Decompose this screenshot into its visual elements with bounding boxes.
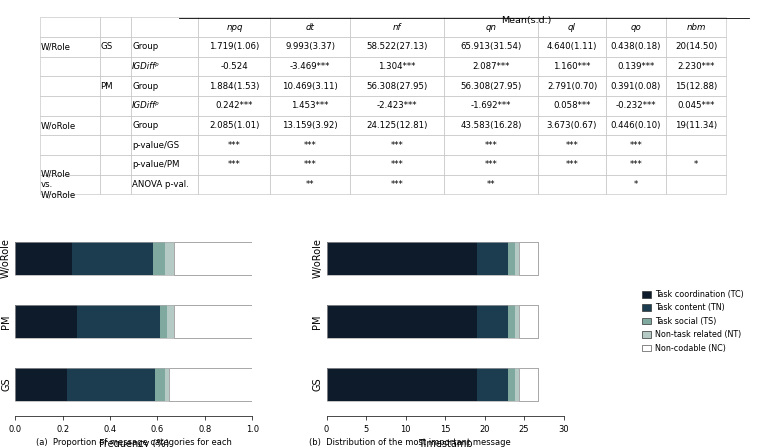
Bar xyxy=(326,242,476,275)
Bar xyxy=(519,242,538,275)
Bar xyxy=(515,368,519,401)
Bar xyxy=(15,368,252,401)
Bar xyxy=(72,242,152,275)
Bar xyxy=(326,242,538,275)
Bar xyxy=(152,242,165,275)
Bar xyxy=(509,305,515,338)
Bar xyxy=(326,368,538,401)
Bar xyxy=(15,368,67,401)
Bar xyxy=(326,305,538,338)
Bar xyxy=(476,305,509,338)
Bar xyxy=(165,242,174,275)
X-axis label: Timestamp: Timestamp xyxy=(417,439,473,447)
Bar xyxy=(15,242,72,275)
Bar xyxy=(515,305,519,338)
Text: (a)  Proportion of message categories for each: (a) Proportion of message categories for… xyxy=(36,438,232,447)
Bar xyxy=(519,368,538,401)
Bar xyxy=(174,242,252,275)
Bar xyxy=(509,368,515,401)
Bar xyxy=(476,368,509,401)
Bar xyxy=(167,305,174,338)
Bar xyxy=(174,305,252,338)
X-axis label: Frequency (%): Frequency (%) xyxy=(99,439,169,447)
Bar xyxy=(519,305,538,338)
Text: (b)  Distribution of the most important message: (b) Distribution of the most important m… xyxy=(309,438,511,447)
Bar xyxy=(15,305,252,338)
Bar xyxy=(160,305,167,338)
Bar xyxy=(165,368,169,401)
Bar xyxy=(15,242,252,275)
Bar xyxy=(169,368,252,401)
Text: Mean(s.d.): Mean(s.d.) xyxy=(501,17,552,25)
Bar xyxy=(515,242,519,275)
Bar xyxy=(67,368,155,401)
Legend: Task coordination (TC), Task content (TN), Task social (TS), Non-task related (N: Task coordination (TC), Task content (TN… xyxy=(642,290,744,353)
Bar xyxy=(509,242,515,275)
Bar xyxy=(15,305,77,338)
Bar xyxy=(77,305,160,338)
Bar xyxy=(326,368,476,401)
Bar xyxy=(155,368,165,401)
Bar xyxy=(476,242,509,275)
Bar xyxy=(326,305,476,338)
